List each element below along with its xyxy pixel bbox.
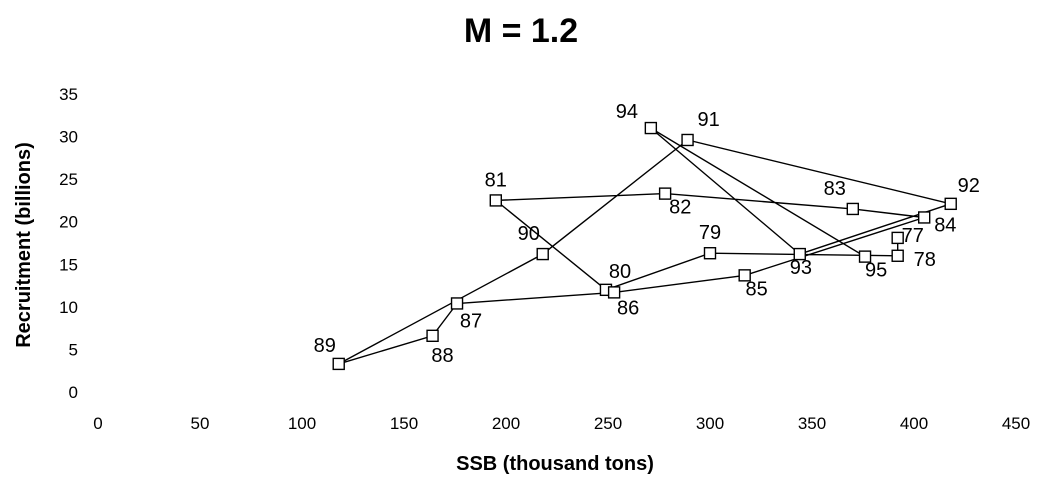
y-tick-label: 20 xyxy=(59,213,78,232)
data-point-79 xyxy=(703,247,717,260)
y-tick-label: 30 xyxy=(59,128,78,147)
data-label-82: 82 xyxy=(669,197,691,219)
y-tick-label: 25 xyxy=(59,170,78,189)
series-path xyxy=(338,127,954,365)
data-label-89: 89 xyxy=(314,335,336,357)
data-label-77: 77 xyxy=(902,225,924,247)
data-label-92: 92 xyxy=(958,175,980,197)
y-tick-label: 10 xyxy=(59,298,78,317)
data-label-80: 80 xyxy=(609,261,631,283)
y-axis-label: Recruitment (billions) xyxy=(13,142,35,348)
data-point-87 xyxy=(450,297,464,310)
data-point-81 xyxy=(489,194,502,207)
data-label-86: 86 xyxy=(617,297,639,319)
data-label-88: 88 xyxy=(431,345,453,367)
data-label-94: 94 xyxy=(616,101,638,123)
data-point-92 xyxy=(944,197,957,211)
x-tick-label: 450 xyxy=(1002,414,1030,433)
data-label-79: 79 xyxy=(699,222,721,244)
x-tick-label: 300 xyxy=(696,414,724,433)
data-point-84 xyxy=(918,211,931,224)
data-point-95 xyxy=(858,250,872,263)
x-tick-label: 50 xyxy=(191,414,210,433)
data-point-93 xyxy=(793,247,806,261)
y-tick-label: 15 xyxy=(59,255,78,274)
data-label-83: 83 xyxy=(824,178,846,200)
data-label-95: 95 xyxy=(865,260,887,282)
data-markers xyxy=(332,121,957,371)
data-point-82 xyxy=(658,187,672,200)
y-tick-label: 35 xyxy=(59,85,78,104)
x-tick-label: 200 xyxy=(492,414,520,433)
y-tick-label: 5 xyxy=(69,340,78,359)
y-tick-label: 0 xyxy=(69,383,78,402)
data-point-94 xyxy=(644,121,658,135)
x-tick-label: 400 xyxy=(900,414,928,433)
x-tick-label: 150 xyxy=(390,414,418,433)
data-label-87: 87 xyxy=(460,310,482,332)
data-point-83 xyxy=(846,202,859,216)
chart-title: M = 1.2 xyxy=(464,12,578,50)
data-label-84: 84 xyxy=(934,214,956,236)
data-point-89 xyxy=(332,357,345,371)
data-point-85 xyxy=(738,269,751,282)
x-tick-label: 100 xyxy=(288,414,316,433)
data-label-91: 91 xyxy=(698,109,720,131)
x-axis-label: SSB (thousand tons) xyxy=(456,453,654,475)
x-tick-label: 250 xyxy=(594,414,622,433)
y-tick-labels: 0 5 10 15 20 25 30 35 xyxy=(59,85,78,402)
data-point-88 xyxy=(426,329,439,343)
data-point-91 xyxy=(681,133,694,147)
data-point-77 xyxy=(891,231,904,245)
data-point-78 xyxy=(891,249,904,262)
x-tick-label: 0 xyxy=(93,414,102,433)
data-point-90 xyxy=(536,247,549,261)
x-tick-label: 350 xyxy=(798,414,826,433)
data-label-85: 85 xyxy=(746,278,768,300)
data-label-81: 81 xyxy=(485,169,507,191)
series-line xyxy=(338,127,954,365)
data-label-78: 78 xyxy=(914,249,936,271)
data-point-86 xyxy=(607,286,621,299)
data-label-93: 93 xyxy=(790,257,812,279)
x-tick-labels: 0 50 100 150 200 250 300 350 400 450 xyxy=(93,414,1030,433)
data-label-90: 90 xyxy=(518,223,540,245)
